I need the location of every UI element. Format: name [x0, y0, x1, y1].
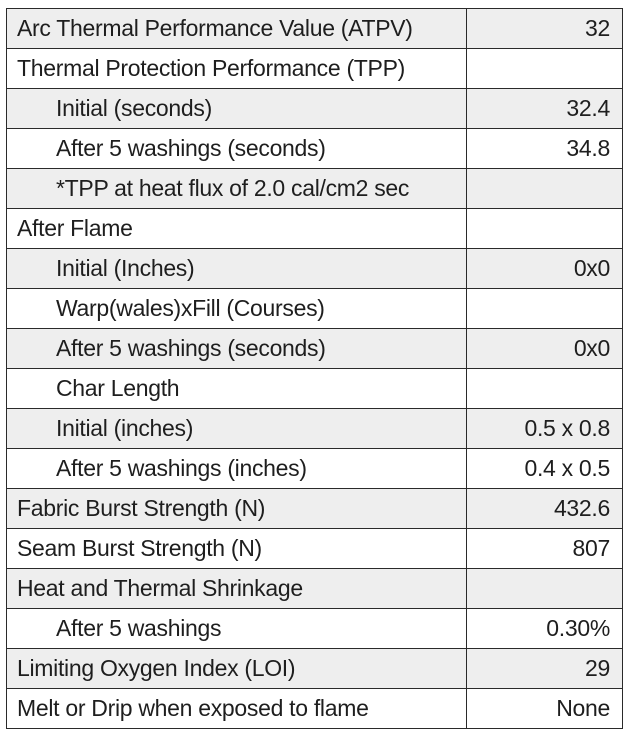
table-row: Char Length [6, 368, 623, 409]
row-label: After 5 washings [6, 608, 467, 649]
table-row: Heat and Thermal Shrinkage [6, 568, 623, 609]
row-value: 432.6 [466, 488, 623, 529]
row-value [466, 168, 623, 209]
row-value: 0.5 x 0.8 [466, 408, 623, 449]
row-label: Melt or Drip when exposed to flame [6, 688, 467, 729]
table-row: After 5 washings (inches) 0.4 x 0.5 [6, 448, 623, 489]
row-value: 0x0 [466, 328, 623, 369]
table-row: Initial (inches) 0.5 x 0.8 [6, 408, 623, 449]
row-label: Char Length [6, 368, 467, 409]
table-row: Initial (seconds) 32.4 [6, 88, 623, 129]
table-row: Thermal Protection Performance (TPP) [6, 48, 623, 89]
row-value: None [466, 688, 623, 729]
table-row: After 5 washings (seconds) 34.8 [6, 128, 623, 169]
row-value: 0x0 [466, 248, 623, 289]
row-label: After 5 washings (seconds) [6, 328, 467, 369]
row-value: 0.30% [466, 608, 623, 649]
table-row: *TPP at heat flux of 2.0 cal/cm2 sec [6, 168, 623, 209]
table-row: Limiting Oxygen Index (LOI) 29 [6, 648, 623, 689]
table-row: Initial (Inches) 0x0 [6, 248, 623, 289]
row-label: Initial (inches) [6, 408, 467, 449]
row-value [466, 288, 623, 329]
row-label: Fabric Burst Strength (N) [6, 488, 467, 529]
row-label: Thermal Protection Performance (TPP) [6, 48, 467, 89]
row-value: 0.4 x 0.5 [466, 448, 623, 489]
row-value: 34.8 [466, 128, 623, 169]
row-label: Warp(wales)xFill (Courses) [6, 288, 467, 329]
table-row: Warp(wales)xFill (Courses) [6, 288, 623, 329]
row-label: Arc Thermal Performance Value (ATPV) [6, 8, 467, 49]
row-label: After 5 washings (inches) [6, 448, 467, 489]
row-value: 29 [466, 648, 623, 689]
table-row: Melt or Drip when exposed to flame None [6, 688, 623, 729]
row-label: After Flame [6, 208, 467, 249]
row-value [466, 208, 623, 249]
row-value: 32.4 [466, 88, 623, 129]
table-row: Seam Burst Strength (N) 807 [6, 528, 623, 569]
table-row: After 5 washings 0.30% [6, 608, 623, 649]
fabric-spec-table: Arc Thermal Performance Value (ATPV) 32 … [6, 8, 623, 729]
row-value: 32 [466, 8, 623, 49]
row-value: 807 [466, 528, 623, 569]
row-label: Seam Burst Strength (N) [6, 528, 467, 569]
row-label: Heat and Thermal Shrinkage [6, 568, 467, 609]
row-label: Initial (Inches) [6, 248, 467, 289]
row-value [466, 568, 623, 609]
row-label: *TPP at heat flux of 2.0 cal/cm2 sec [6, 168, 467, 209]
row-value [466, 368, 623, 409]
table-row: Arc Thermal Performance Value (ATPV) 32 [6, 8, 623, 49]
row-label: After 5 washings (seconds) [6, 128, 467, 169]
row-value [466, 48, 623, 89]
table-row: Fabric Burst Strength (N) 432.6 [6, 488, 623, 529]
row-label: Limiting Oxygen Index (LOI) [6, 648, 467, 689]
row-label: Initial (seconds) [6, 88, 467, 129]
table-row: After Flame [6, 208, 623, 249]
table-row: After 5 washings (seconds) 0x0 [6, 328, 623, 369]
